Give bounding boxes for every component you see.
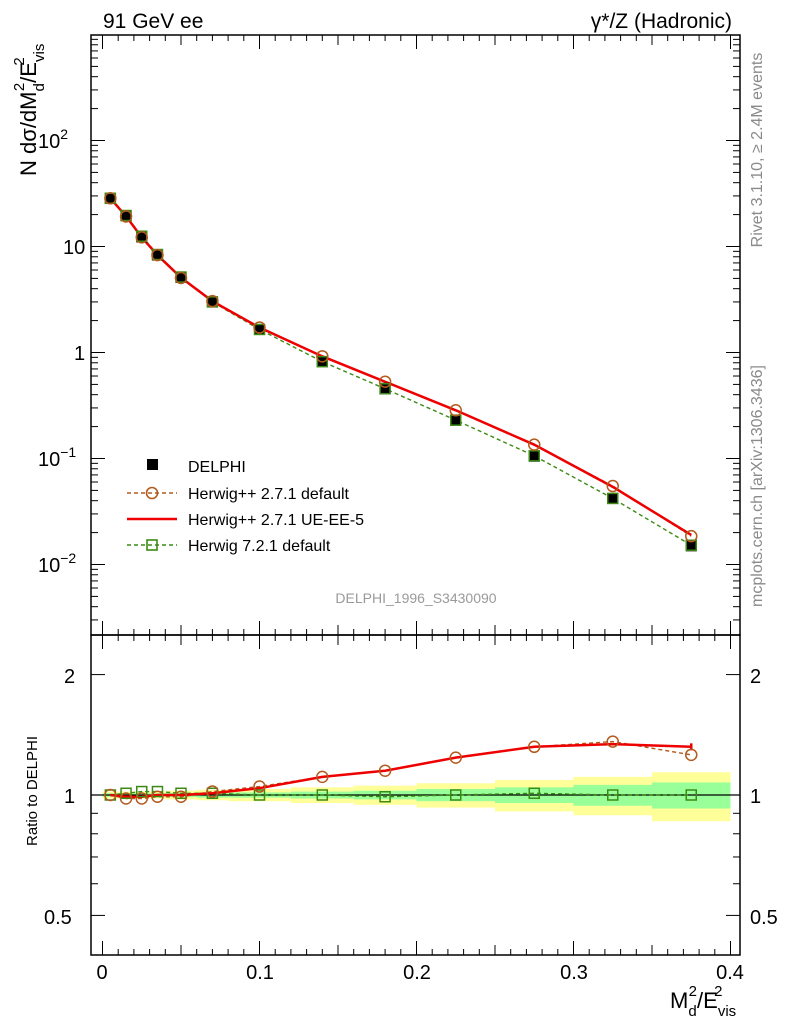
ratio-tick-left-1: 1 xyxy=(64,786,75,808)
y-tick-label-1e-1: 10−1 xyxy=(38,444,76,471)
axis-ticks xyxy=(91,35,740,955)
main-y-axis-label: N dσ/dMd2/Evis2 xyxy=(11,44,48,176)
marker-herwigpp271-default xyxy=(206,294,219,308)
ratio-marker-herwigpp271-default xyxy=(606,735,619,748)
ratio-marker-herwig721 xyxy=(151,785,164,798)
ratio-marker-herwigpp271-default xyxy=(151,790,164,803)
ratio-tick-left-0.5: 0.5 xyxy=(44,907,72,929)
marker-herwigpp271-default xyxy=(685,529,698,543)
data-point-delphi xyxy=(528,450,540,462)
main-series xyxy=(104,192,698,552)
ratio-marker-herwigpp271-default xyxy=(316,770,329,784)
series-line-herwigpp271-ueee5 xyxy=(109,197,692,537)
ratio-marker-herwig721 xyxy=(253,789,266,801)
data-point-delphi xyxy=(254,323,265,335)
marker-herwig721 xyxy=(685,539,697,551)
ratio-marker-herwigpp271-default xyxy=(174,790,188,803)
ratio-marker-herwig721 xyxy=(450,789,462,801)
legend-marker-delphi xyxy=(147,459,158,470)
header-left: 91 GeV ee xyxy=(103,10,203,33)
marker-herwigpp271-default xyxy=(449,404,462,417)
marker-herwigpp271-default xyxy=(104,192,117,205)
marker-herwigpp271-default xyxy=(378,375,392,388)
data-point-delphi xyxy=(151,249,163,261)
ratio-marker-herwigpp271-default xyxy=(528,740,541,754)
analysis-id: DELPHI_1996_S3430090 xyxy=(335,590,496,606)
marker-herwigpp271-default xyxy=(316,350,329,363)
data-point-delphi xyxy=(685,540,697,552)
data-point-delphi xyxy=(120,210,132,222)
ratio-marker-herwig721 xyxy=(379,790,391,803)
ratio-uncertainty-bands xyxy=(102,772,731,822)
ratio-series xyxy=(104,735,698,805)
data-point-delphi xyxy=(607,492,619,504)
legend-label-s3: Herwig 7.2.1 default xyxy=(188,538,331,555)
marker-herwigpp271-default xyxy=(528,438,541,451)
ratio-marker-herwig721 xyxy=(685,789,697,801)
x-tick-label-0.2: 0.2 xyxy=(403,962,431,984)
ratio-marker-herwigpp271-default xyxy=(135,792,148,805)
legend-marker-s1 xyxy=(145,486,159,500)
data-point-delphi xyxy=(104,192,116,204)
ratio-y-axis-label: Ratio to DELPHI xyxy=(24,736,41,846)
legend: DELPHI Herwig++ 2.7.1 default Herwig++ 2… xyxy=(127,459,364,555)
y-tick-label-100: 102 xyxy=(38,126,68,153)
x-tick-label-0.4: 0.4 xyxy=(716,962,744,984)
ratio-marker-herwigpp271-default xyxy=(119,792,133,805)
x-tick-label-0: 0 xyxy=(96,962,107,984)
legend-label-delphi: DELPHI xyxy=(188,459,246,476)
data-point-delphi xyxy=(175,271,187,283)
marker-herwig721 xyxy=(316,355,329,368)
marker-herwigpp271-default xyxy=(135,231,148,244)
ratio-marker-herwigpp271-default xyxy=(253,780,266,793)
y-tick-label-10: 10 xyxy=(63,237,85,259)
x-tick-label-0.3: 0.3 xyxy=(560,962,588,984)
ratio-marker-herwigpp271-default xyxy=(685,748,698,762)
marker-herwigpp271-default xyxy=(174,271,188,285)
ratio-marker-herwig721 xyxy=(607,789,619,801)
ratio-marker-herwigpp271-default xyxy=(104,788,117,802)
marker-herwigpp271-default xyxy=(119,210,133,223)
legend-marker-s3 xyxy=(146,539,158,551)
ratio-marker-herwigpp271-default xyxy=(378,764,392,777)
ratio-tick-right-2: 2 xyxy=(750,666,761,688)
mcplots-info: mcplots.cern.ch [arXiv:1306.3436] xyxy=(749,365,766,607)
y-tick-label-1: 1 xyxy=(74,343,85,365)
ratio-marker-herwigpp271-default xyxy=(206,785,219,798)
legend-label-s1: Herwig++ 2.7.1 default xyxy=(188,486,350,503)
data-point-delphi xyxy=(206,296,218,308)
ratio-line-herwig721 xyxy=(110,790,692,798)
ratio-tick-right-1: 1 xyxy=(750,786,761,808)
ratio-marker-herwig721 xyxy=(120,787,132,800)
marker-herwig721 xyxy=(379,383,391,395)
ratio-tick-left-2: 2 xyxy=(64,666,75,688)
rivet-info: Rivet 3.1.10, ≥ 2.4M events xyxy=(749,53,766,248)
data-point-delphi xyxy=(450,414,462,426)
ratio-marker-herwigpp271-default xyxy=(449,751,462,764)
ratio-tick-right-0.5: 0.5 xyxy=(750,907,778,929)
header-right: γ*/Z (Hadronic) xyxy=(591,10,732,33)
marker-herwigpp271-default xyxy=(606,479,619,493)
marker-herwig721 xyxy=(607,492,619,505)
ratio-marker-herwig721 xyxy=(136,785,148,798)
legend-label-s2: Herwig++ 2.7.1 UE-EE-5 xyxy=(188,512,364,529)
ratio-marker-herwig721 xyxy=(316,789,329,801)
x-axis-label: Md2/Evis2 xyxy=(670,983,736,1020)
x-tick-label-0.1: 0.1 xyxy=(246,962,274,984)
y-tick-label-1e-2: 10−2 xyxy=(38,550,76,577)
ratio-marker-herwig721 xyxy=(528,787,540,800)
marker-herwigpp271-default xyxy=(151,248,164,262)
data-point-delphi xyxy=(136,231,148,243)
marker-herwigpp271-default xyxy=(253,321,266,334)
data-point-delphi xyxy=(379,382,391,394)
